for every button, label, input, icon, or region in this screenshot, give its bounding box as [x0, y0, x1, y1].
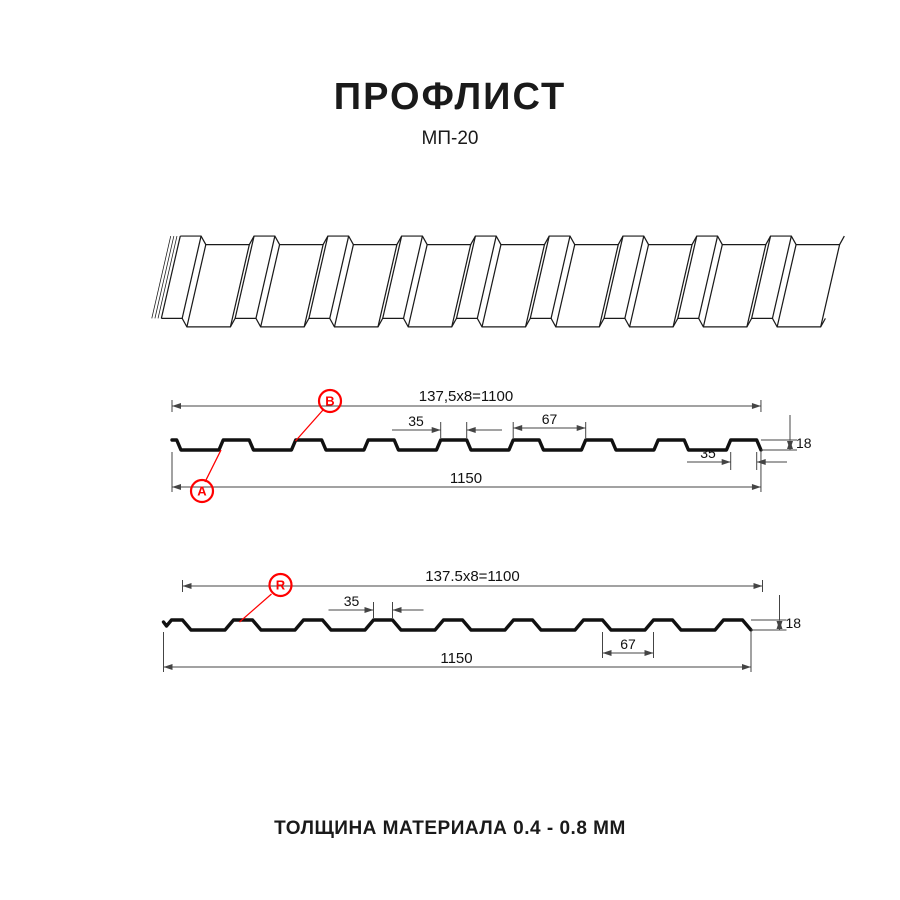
svg-text:R: R	[276, 578, 286, 593]
svg-text:137.5x8=1100: 137.5x8=1100	[425, 568, 519, 585]
svg-text:18: 18	[796, 435, 812, 451]
svg-text:137,5x8=1100: 137,5x8=1100	[419, 388, 513, 405]
svg-text:1150: 1150	[440, 650, 472, 667]
svg-text:67: 67	[542, 411, 558, 427]
svg-text:A: A	[197, 484, 207, 499]
svg-text:18: 18	[786, 615, 802, 631]
svg-text:35: 35	[408, 413, 424, 429]
svg-text:35: 35	[700, 445, 716, 461]
svg-text:1150: 1150	[450, 470, 482, 487]
svg-text:35: 35	[344, 593, 360, 609]
svg-text:67: 67	[620, 636, 636, 652]
svg-text:B: B	[325, 394, 334, 409]
